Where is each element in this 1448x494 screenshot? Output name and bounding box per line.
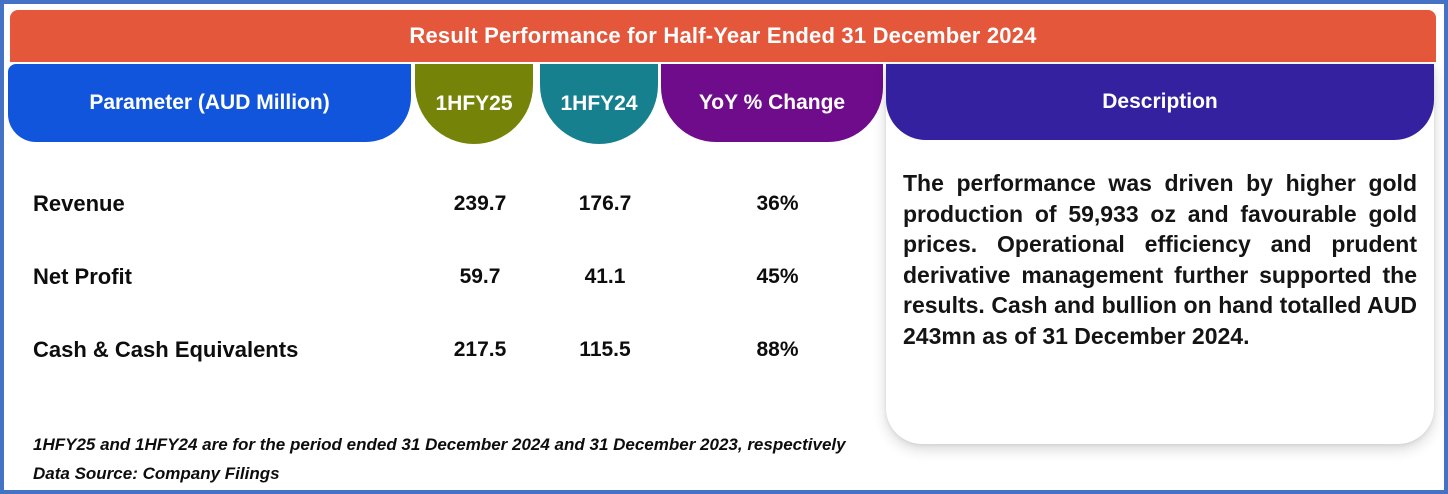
footnotes: 1HFY25 and 1HFY24 are for the period end… [33, 430, 846, 488]
value-yoy-change: 88% [756, 337, 799, 361]
value-1hfy24: 115.5 [579, 337, 631, 361]
value-1hfy25: 217.5 [453, 337, 507, 361]
column-header-parameter-label: Parameter (AUD Million) [89, 91, 330, 114]
column-header-1hfy24-label: 1HFY24 [560, 92, 638, 115]
value-yoy-change: 45% [756, 264, 799, 288]
column-header-yoy-change: YoY % Change [661, 64, 883, 142]
table-row-net-profit: Net Profit 59.7 41.1 45% [8, 240, 890, 313]
column-header-description: Description [886, 64, 1434, 140]
value-1hfy25: 239.7 [453, 191, 507, 215]
column-header-1hfy25: 1HFY25 [415, 64, 533, 144]
column-header-1hfy25-label: 1HFY25 [435, 92, 513, 115]
row-label: Revenue [33, 190, 125, 216]
title-bar: Result Performance for Half-Year Ended 3… [10, 10, 1436, 62]
results-table: Revenue 239.7 176.7 36% Net Profit 59.7 … [8, 167, 890, 386]
value-1hfy24: 41.1 [584, 264, 626, 288]
footnote-data-source: Data Source: Company Filings [33, 464, 280, 483]
row-label: Net Profit [33, 263, 132, 289]
description-card: Description The performance was driven b… [886, 64, 1434, 444]
column-header-1hfy24: 1HFY24 [540, 64, 658, 144]
column-header-description-label: Description [1102, 90, 1218, 113]
table-row-cash-equivalents: Cash & Cash Equivalents 217.5 115.5 88% [8, 313, 890, 386]
row-label: Cash & Cash Equivalents [33, 336, 299, 362]
value-yoy-change: 36% [756, 191, 799, 215]
table-row-revenue: Revenue 239.7 176.7 36% [8, 167, 890, 240]
value-1hfy24: 176.7 [578, 191, 632, 215]
page-title: Result Performance for Half-Year Ended 3… [409, 23, 1037, 48]
value-1hfy25: 59.7 [459, 264, 501, 288]
column-header-yoy-change-label: YoY % Change [698, 91, 846, 114]
column-header-parameter: Parameter (AUD Million) [8, 64, 411, 142]
description-text: The performance was driven by higher gol… [903, 170, 1417, 349]
footnote-period-definition: 1HFY25 and 1HFY24 are for the period end… [33, 435, 846, 454]
